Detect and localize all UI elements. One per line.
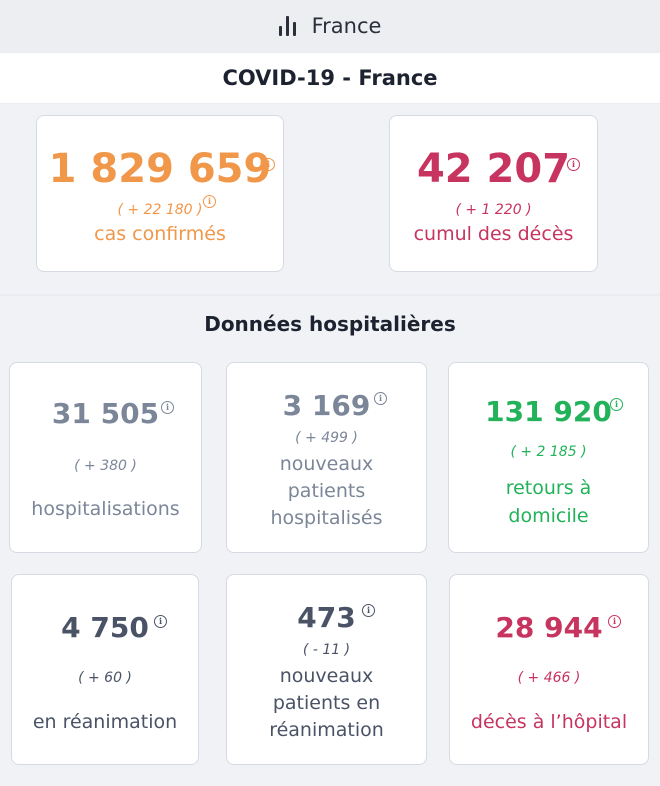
deaths-delta: ( + 1 220 ) <box>455 202 532 218</box>
icu-value: 4 750 <box>61 611 149 644</box>
new-hospitalised-label-line-1: nouveaux <box>279 453 374 475</box>
returns-home-label-line-1: retours à <box>505 477 592 499</box>
returns-home-card: 131 920 i ( + 2 185 ) retours à domicile <box>448 362 649 553</box>
new-icu-label-line-1: nouveaux <box>279 665 374 687</box>
confirmed-cases-label: cas confirmés <box>94 223 226 245</box>
info-icon[interactable]: i <box>161 401 174 414</box>
hospital-deaths-value: 28 944 <box>495 611 603 644</box>
icu-card: 4 750 i ( + 60 ) en réanimation <box>11 574 199 765</box>
new-hospitalised-card: 3 169 i ( + 499 ) nouveaux patients hosp… <box>226 362 427 553</box>
new-hospitalised-delta: ( + 499 ) <box>295 430 358 446</box>
info-icon[interactable]: i <box>262 158 275 171</box>
hospital-section-title: Données hospitalières <box>204 312 456 336</box>
info-icon[interactable]: i <box>154 615 167 628</box>
info-icon[interactable]: i <box>362 604 375 617</box>
hospitalisations-delta: ( + 380 ) <box>74 458 137 474</box>
deaths-label: cumul des décès <box>413 223 574 245</box>
new-icu-value: 473 <box>297 601 356 634</box>
info-icon[interactable]: i <box>374 392 387 405</box>
new-hospitalised-value: 3 169 <box>282 389 371 422</box>
hospitalisations-value: 31 505 <box>51 397 160 430</box>
new-hospitalised-label-line-2: patients <box>287 480 366 502</box>
info-icon[interactable]: i <box>567 158 580 171</box>
confirmed-cases-value: 1 829 659 <box>48 146 272 192</box>
hospitalisations-label: hospitalisations <box>31 498 180 520</box>
info-icon[interactable]: i <box>610 398 623 411</box>
hospitalisations-card: 31 505 i ( + 380 ) hospitalisations <box>9 362 202 553</box>
returns-home-delta: ( + 2 185 ) <box>510 444 587 460</box>
returns-home-value: 131 920 <box>485 395 612 428</box>
icu-label: en réanimation <box>32 711 178 733</box>
region-title[interactable]: France <box>311 14 382 38</box>
deaths-value: 42 207 <box>416 146 571 192</box>
deaths-card: 42 207 i ( + 1 220 ) cumul des décès <box>389 115 598 272</box>
info-icon[interactable]: i <box>203 195 216 208</box>
new-icu-label-line-3: réanimation <box>269 719 384 741</box>
confirmed-cases-delta: ( + 22 180 ) <box>117 202 203 218</box>
page-title: COVID-19 - France <box>0 53 660 103</box>
hospital-deaths-label: décès à l’hôpital <box>470 711 628 733</box>
returns-home-label-line-2: domicile <box>508 505 589 527</box>
top-bar: France <box>0 0 660 52</box>
icu-delta: ( + 60 ) <box>78 670 132 686</box>
info-icon[interactable]: i <box>608 615 621 628</box>
new-icu-delta: ( - 11 ) <box>302 642 351 658</box>
bar-chart-icon[interactable] <box>278 16 296 36</box>
confirmed-cases-card: 1 829 659 i ( + 22 180 ) i cas confirmés <box>36 115 284 272</box>
new-icu-card: 473 i ( - 11 ) nouveaux patients en réan… <box>226 574 427 765</box>
new-hospitalised-label-line-3: hospitalisés <box>270 507 383 529</box>
new-icu-label-line-2: patients en <box>272 692 381 714</box>
hospital-deaths-delta: ( + 466 ) <box>517 670 581 686</box>
hospital-deaths-card: 28 944 i ( + 466 ) décès à l’hôpital <box>449 574 649 765</box>
